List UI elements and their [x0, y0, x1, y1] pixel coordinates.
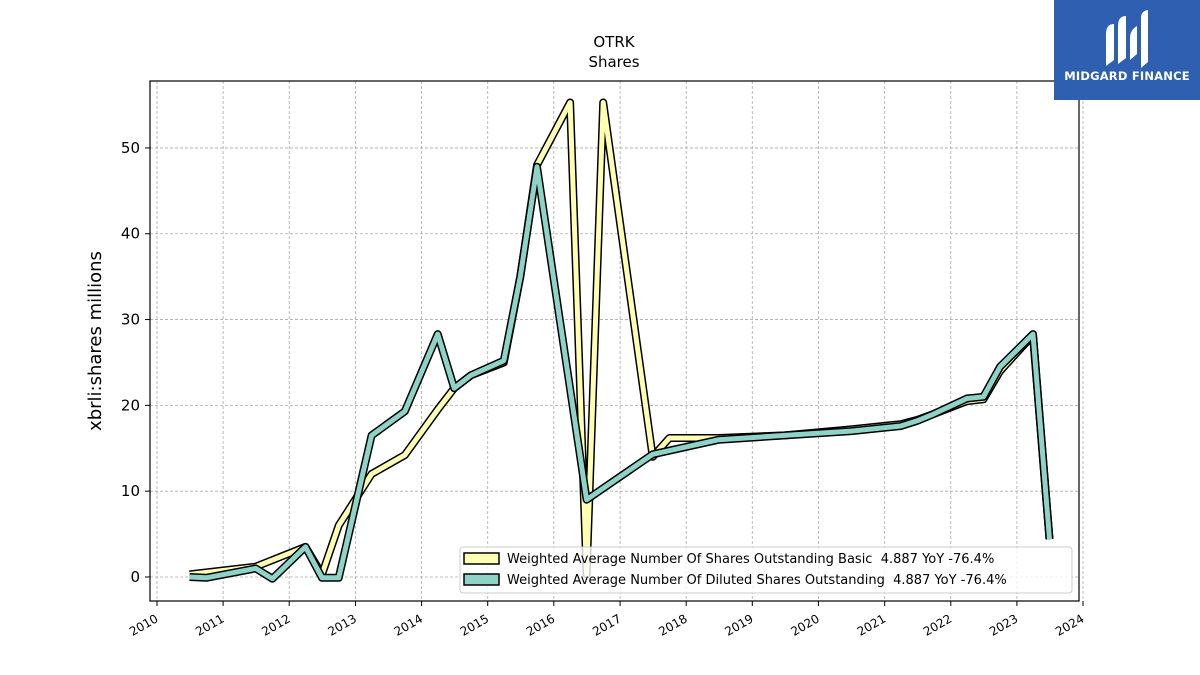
legend-label-basic: Weighted Average Number Of Shares Outsta…: [507, 552, 994, 567]
x-tick-label: 2022: [921, 611, 954, 638]
y-tick-label: 50: [121, 139, 140, 157]
x-tick-label: 2019: [722, 611, 755, 638]
x-tick-label: 2013: [326, 611, 359, 638]
x-tick-label: 2020: [788, 611, 821, 638]
x-tick-label: 2010: [127, 611, 160, 638]
midgard-m-logo-icon: [1106, 10, 1148, 68]
legend: Weighted Average Number Of Shares Outsta…: [459, 546, 1073, 594]
x-tick-label: 2016: [524, 611, 557, 638]
x-tick-label: 2015: [458, 611, 491, 638]
plot-frame: [149, 80, 1080, 602]
legend-swatch-basic: [463, 552, 500, 565]
x-tick-label: 2021: [855, 611, 888, 638]
midgard-finance-logo: MIDGARD FINANCE: [1054, 0, 1200, 100]
series-line-diluted: [189, 162, 1054, 583]
chart-title: OTRK: [593, 33, 635, 51]
x-axis-ticks: 2010 2011 2012 2013 2014 2015 2016 2017 2018 2019…: [127, 601, 1087, 639]
x-tick-label: 2023: [987, 611, 1020, 638]
series-line-basic-outline: [189, 98, 1054, 579]
y-axis-ticks: 0 10 20 30 40 50: [121, 139, 150, 586]
legend-label-diluted: Weighted Average Number Of Diluted Share…: [507, 573, 1007, 588]
y-axis-label: xbrli:shares millions: [85, 251, 106, 431]
chart-subtitle: Shares: [588, 53, 639, 71]
y-tick-label: 20: [121, 396, 140, 414]
logo-text: MIDGARD FINANCE: [1064, 69, 1190, 83]
y-tick-label: 30: [121, 311, 140, 329]
x-tick-label: 2017: [590, 611, 623, 638]
series-line-basic: [189, 98, 1054, 579]
y-tick-label: 0: [130, 568, 140, 586]
series-line-diluted-stroke: [189, 164, 1052, 582]
legend-swatch-diluted: [463, 573, 500, 586]
x-tick-label: 2018: [656, 611, 689, 638]
series-lines: [189, 98, 1054, 583]
legend-box: [459, 546, 1073, 594]
x-gridlines: [156, 81, 1084, 601]
x-tick-label: 2014: [392, 611, 425, 638]
x-tick-label: 2012: [259, 611, 292, 638]
y-tick-label: 10: [121, 482, 140, 500]
series-line-basic-stroke: [189, 100, 1052, 577]
x-tick-label: 2011: [193, 611, 226, 638]
x-tick-label: 2024: [1053, 611, 1086, 638]
y-tick-label: 40: [121, 225, 140, 243]
